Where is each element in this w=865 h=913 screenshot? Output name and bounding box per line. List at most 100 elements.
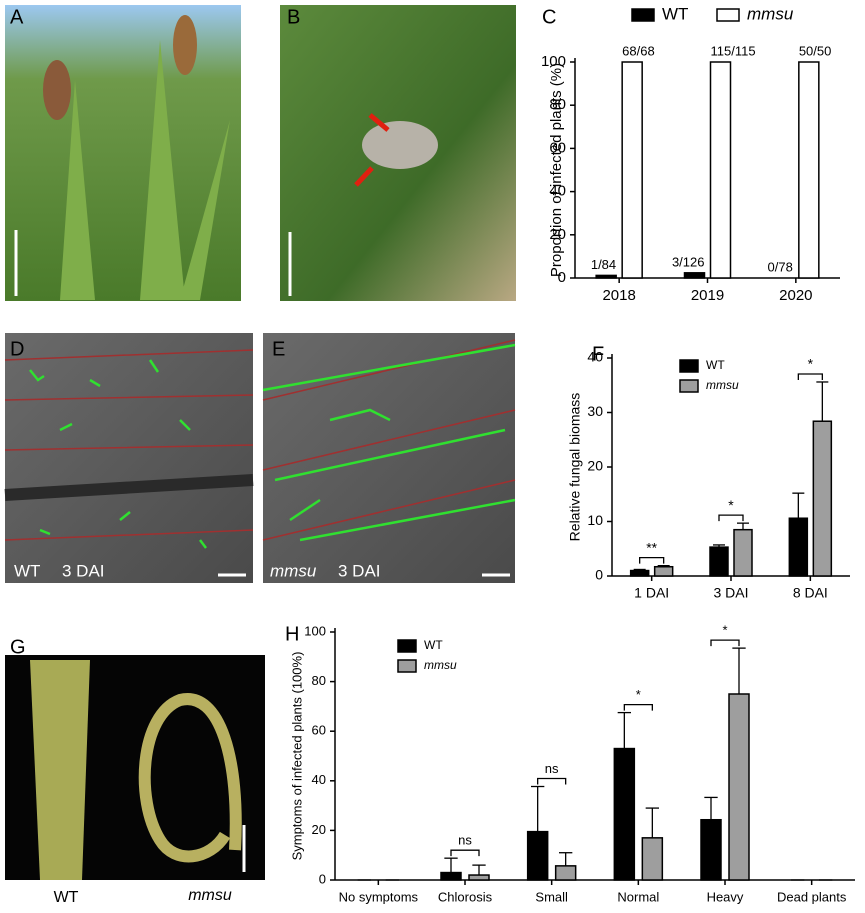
bar [621,61,643,279]
significance-bracket [639,556,665,564]
y-tick-label: 0 [595,567,603,583]
y-tick-label: 20 [312,822,326,837]
bar [629,569,650,577]
value-label: 0/78 [768,259,793,274]
legend-label: mmsu [706,378,739,392]
bar [595,274,617,279]
significance-bracket [718,514,744,522]
significance-label: * [636,687,641,702]
y-tick-label: 30 [587,403,603,419]
x-tick-label: Small [535,889,568,904]
panel-label: E [272,338,285,360]
y-tick-label: 60 [312,723,326,738]
legend-swatch [397,659,417,673]
photo-e [263,333,515,583]
y-tick-label: 100 [304,623,326,638]
panel-label: C [542,6,556,28]
tassel [173,15,197,75]
caption: WT [54,889,79,906]
legend-swatch [397,639,417,653]
bar [526,830,549,881]
leaf [30,660,90,880]
significance-label: ** [646,539,657,555]
value-label: 50/50 [799,43,832,58]
x-tick-label: Normal [617,889,659,904]
gall [362,121,438,169]
leaf [138,693,242,863]
bar [440,871,462,881]
x-tick-label: 3 DAI [713,585,748,601]
y-tick-label: 0 [558,269,566,286]
legend-label: mmsu [747,4,794,23]
bar [653,565,674,577]
caption: mmsu [188,887,232,904]
legend-swatch [631,8,655,22]
bar [798,61,820,279]
y-tick-label: 40 [587,349,603,365]
value-label: 115/115 [711,43,756,58]
x-tick-label: Dead plants [777,889,847,904]
x-tick-label: 2019 [691,287,724,304]
y-tick-label: 0 [319,871,326,886]
hyphae [29,359,207,549]
bar [613,747,636,881]
caption: 3 DAI [338,561,381,580]
panel-label: D [10,338,24,360]
x-tick-label: 2018 [602,287,635,304]
legend-swatch [716,8,740,22]
panel-label: B [287,6,300,28]
x-tick-label: Heavy [707,889,744,904]
y-tick-label: 40 [312,772,326,787]
y-tick-label: 20 [549,226,566,243]
bar [683,272,706,279]
y-tick-label: 60 [549,139,566,156]
y-tick-label: 80 [312,673,326,688]
x-tick-label: 1 DAI [634,585,669,601]
legend-swatch [679,359,699,373]
caption: mmsu [270,561,317,580]
legend-label: WT [424,638,443,652]
bar [788,517,809,577]
significance-bracket [537,777,567,785]
bar [733,528,753,577]
bar [700,818,722,881]
panel-label: G [10,636,26,658]
value-label: 1/84 [591,257,616,272]
significance-bracket [797,373,823,380]
significance-label: * [808,356,814,372]
y-tick-label: 20 [587,458,603,474]
value-label: 3/126 [672,254,705,269]
plant-shape [60,40,230,300]
cell-walls [262,339,516,541]
y-axis-label: Relative fungal biomass [567,393,583,542]
bar [728,693,750,881]
y-axis-label: Proportion of infected plants (%) [548,63,565,277]
significance-bracket [450,849,480,857]
y-tick-label: 40 [549,183,566,200]
panel-label: F [592,343,604,365]
caption: 3 DAI [62,561,105,580]
bar [812,420,833,577]
tassel [43,60,71,120]
bar [554,865,577,881]
y-tick-label: 10 [587,512,603,528]
panel-label: A [10,6,24,28]
legend-label: mmsu [424,658,457,672]
significance-label: ns [458,833,472,848]
x-tick-label: 2020 [779,287,812,304]
significance-label: ns [545,761,559,776]
cell-walls [4,349,254,541]
panel-label: H [285,623,299,645]
photo-d [5,333,253,583]
significance-label: * [722,623,727,638]
y-tick-label: 80 [549,96,566,113]
bar [468,874,490,881]
value-label: 68/68 [622,43,655,58]
significance-label: * [728,497,734,513]
significance-bracket [710,639,740,647]
bar [709,546,729,577]
y-axis-label: Symptoms of infected plants (100%) [289,652,304,861]
vein [4,474,254,501]
x-tick-label: No symptoms [339,889,419,904]
